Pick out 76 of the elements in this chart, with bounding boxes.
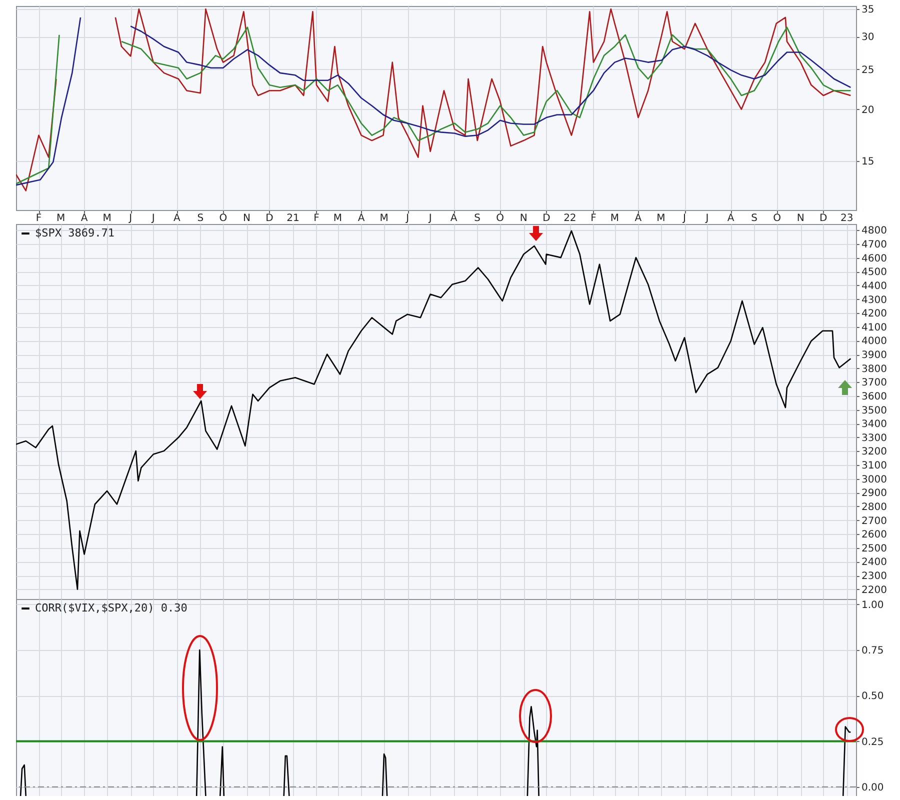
y-tick-label: 1.00	[862, 600, 884, 611]
x-tick-label: J	[682, 213, 686, 224]
y-tick-label: 4600	[862, 253, 887, 264]
legend-label: $SPX 3869.71	[35, 226, 114, 240]
x-tick-label: M	[56, 213, 66, 224]
x-tick-label: M	[102, 213, 112, 224]
x-tick-label: J	[128, 213, 132, 224]
y-tick-label: 4000	[862, 336, 887, 348]
x-tick-label: A	[358, 213, 365, 224]
x-tick-label: J	[704, 213, 709, 224]
legend-label: CORR($VIX,$SPX,20) 0.30	[35, 602, 188, 614]
x-tick-label: J	[150, 213, 155, 224]
y-tick-label: 2200	[862, 584, 887, 596]
y-tick-label: 2900	[862, 488, 887, 500]
x-tick-label: A	[450, 213, 458, 224]
y-tick-label: 4400	[862, 280, 887, 292]
y-tick-label: 2500	[862, 543, 887, 554]
x-tick-label: F	[314, 213, 320, 224]
y-tick-label: 3800	[862, 364, 887, 375]
x-tick-label: S	[474, 213, 481, 224]
x-tick-label: A	[80, 213, 88, 224]
y-tick-label: 25	[862, 64, 874, 76]
y-tick-label: 4200	[862, 308, 887, 320]
y-tick-label: 30	[862, 32, 874, 44]
x-tick-label: M	[333, 213, 342, 224]
x-tick-label: M	[380, 213, 388, 224]
x-tick-label: A	[727, 213, 734, 224]
y-tick-label: 2600	[862, 530, 887, 541]
y-tick-label: 2300	[862, 571, 887, 582]
x-tick-label: D	[266, 213, 274, 224]
y-tick-label: 0.00	[862, 782, 884, 794]
x-tick-label: S	[197, 213, 204, 224]
x-tick-label: D	[542, 213, 551, 224]
x-tick-label: M	[610, 213, 620, 224]
y-tick-label: 4800	[862, 226, 887, 237]
x-tick-label: N	[242, 213, 250, 224]
x-tick-label: O	[773, 213, 782, 224]
x-tick-label: F	[590, 213, 597, 224]
x-tick-label: A	[173, 213, 180, 224]
y-tick-label: 0.50	[862, 691, 884, 702]
y-tick-label: 3100	[862, 460, 887, 472]
x-tick-label: J	[428, 213, 432, 224]
y-tick-label: 4300	[862, 294, 887, 306]
y-tick-label: 3900	[862, 350, 887, 362]
x-tick-label: F	[36, 213, 42, 224]
x-tick-label: S	[751, 213, 758, 224]
x-tick-label: J	[405, 213, 410, 224]
y-tick-label: 35	[862, 4, 874, 16]
y-tick-label: 3400	[862, 419, 887, 430]
x-tick-label: 23	[840, 213, 854, 224]
x-tick-label: N	[796, 213, 804, 224]
y-tick-label: 2400	[862, 557, 887, 568]
y-tick-label: 3700	[862, 378, 887, 389]
x-tick-label: N	[520, 213, 528, 224]
x-tick-label: 22	[564, 213, 576, 224]
y-tick-label: 15	[862, 156, 874, 168]
x-tick-label: O	[219, 213, 228, 224]
y-tick-label: 3300	[862, 432, 887, 444]
x-tick-label: 21	[286, 213, 300, 224]
y-tick-label: 3200	[862, 446, 887, 458]
y-tick-label: 3600	[862, 391, 887, 402]
x-tick-label: O	[496, 213, 504, 224]
y-tick-label: 2700	[862, 516, 887, 527]
x-tick-label: A	[634, 213, 642, 224]
y-tick-label: 3000	[862, 474, 887, 486]
y-tick-label: 20	[862, 104, 874, 116]
y-tick-label: 2800	[862, 502, 887, 513]
y-tick-label: 4100	[862, 322, 887, 334]
line-series	[16, 230, 852, 590]
y-tick-label: 4700	[862, 240, 887, 251]
y-tick-label: 0.25	[862, 736, 884, 748]
y-tick-label: 4500	[862, 267, 887, 278]
y-tick-label: 0.75	[862, 646, 884, 657]
y-tick-label: 3500	[862, 405, 887, 416]
x-tick-label: M	[656, 213, 666, 224]
x-tick-label: D	[820, 213, 828, 224]
